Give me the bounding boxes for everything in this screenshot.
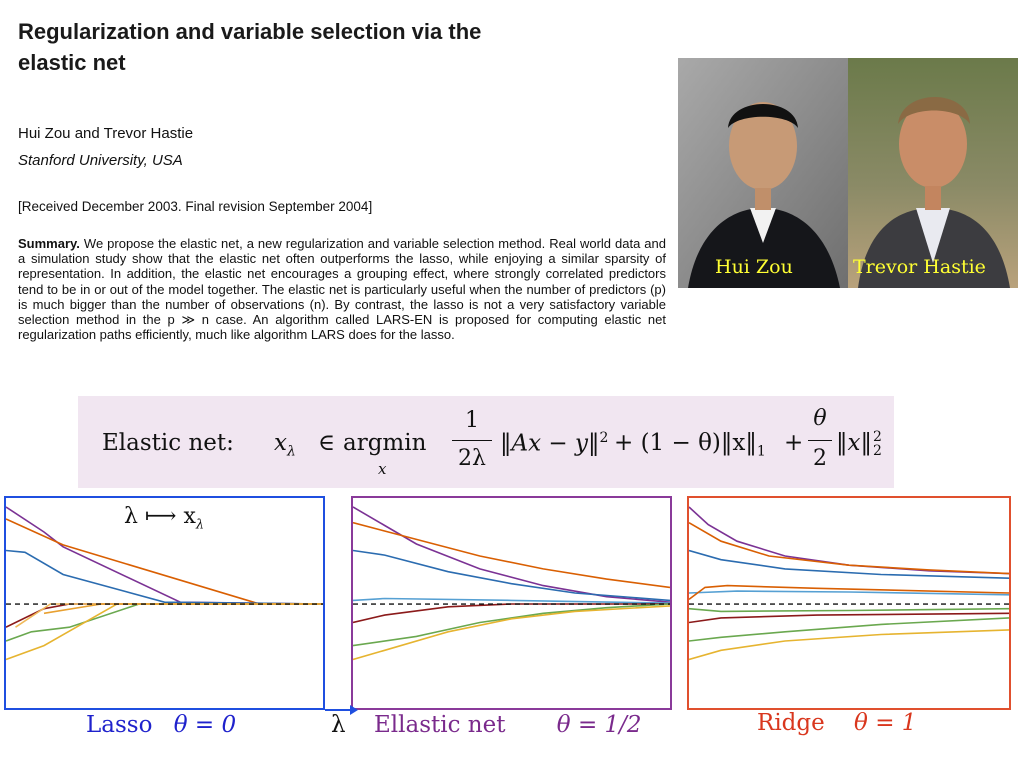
- path-series-2: [352, 549, 671, 602]
- equation-frac1-den: 2λ: [458, 446, 486, 471]
- path-series-0: [688, 506, 1010, 575]
- equation-term3-text: ‖x‖: [836, 430, 872, 456]
- summary-line: p ≫ n case. An algorithm called LARS-EN …: [18, 312, 666, 343]
- paper-affiliation: Stanford University, USA: [18, 152, 183, 169]
- summary-line: observations (n). By contrast, the lasso…: [18, 296, 666, 328]
- equation-lhs-var: x: [274, 430, 287, 456]
- path-series-3: [352, 597, 671, 604]
- equation-term3-sup: 2: [872, 429, 882, 445]
- path-series-2: [5, 549, 324, 605]
- lambda-axis-arrow: [325, 705, 358, 715]
- ridge-path-chart: [688, 506, 1010, 661]
- elastic-net-path-panel: [351, 496, 672, 710]
- equation-frac1-bar: [452, 440, 492, 441]
- author-photos: Hui Zou Trevor Hastie: [678, 58, 1018, 288]
- path-series-1: [352, 521, 671, 589]
- equation-term1-sup: 2: [599, 430, 609, 446]
- summary-line: net is particularly useful when the numb…: [18, 281, 666, 312]
- lasso-label: Lasso θ = 0: [86, 712, 236, 738]
- paper-summary: Summary. We propose the elastic net, a n…: [18, 236, 666, 342]
- path-series-6: [352, 605, 671, 661]
- equation-in: ∈: [318, 430, 336, 456]
- ridge-label-name: Ridge: [757, 710, 825, 736]
- ridge-label: Ridge θ = 1: [757, 710, 916, 736]
- path-series-5: [352, 603, 671, 647]
- equation-label: Elastic net:: [102, 430, 234, 456]
- equation-term3-sub: 2: [872, 443, 882, 459]
- summary-line: world data and a simulation study show t…: [18, 236, 667, 267]
- equation-term1: ‖Ax − y‖2: [500, 430, 608, 457]
- lasso-annotation-text: λ ⟼ x: [124, 504, 196, 529]
- elastic-net-label-name: Ellastic net: [374, 712, 506, 738]
- path-series-7: [43, 603, 323, 615]
- paper-title: Regularization and variable selection vi…: [18, 16, 618, 78]
- title-line-2: elastic net: [18, 50, 126, 75]
- elastic-net-label: Ellastic net θ = 1/2: [374, 712, 642, 738]
- path-series-6: [688, 612, 1010, 624]
- summary-line: enjoying a similar sparsity of represent…: [18, 251, 666, 282]
- lasso-path-panel: λ ⟼ xλ: [4, 496, 325, 710]
- path-series-5: [688, 607, 1010, 613]
- author-photos-illustration: [678, 58, 1018, 288]
- lasso-label-name: Lasso: [86, 712, 153, 738]
- equation-argmin: argmin: [343, 430, 427, 456]
- path-series-6: [15, 603, 323, 628]
- elastic-net-label-theta: θ = 1/2: [556, 712, 642, 738]
- path-series-2: [688, 549, 1010, 579]
- axis-lambda-label: λ: [331, 712, 346, 738]
- summary-line: We propose the elastic net, a new regula…: [83, 236, 576, 251]
- summary-line: effect, where strongly correlated predic…: [18, 266, 666, 297]
- equation-term3: ‖x‖ 2 2: [836, 430, 882, 458]
- ridge-label-theta: θ = 1: [854, 710, 917, 736]
- summary-line: paths efficiently, much like algorithm L…: [99, 327, 455, 343]
- equation-lhs: xλ: [274, 430, 296, 460]
- equation-lhs-sub: λ: [286, 443, 296, 460]
- path-series-7: [688, 617, 1010, 642]
- title-line-1: Regularization and variable selection vi…: [18, 19, 482, 44]
- lasso-label-theta: θ = 0: [173, 712, 237, 738]
- equation-frac2-bar: [808, 440, 832, 441]
- path-series-3: [5, 603, 323, 628]
- equation-plus: +: [784, 430, 804, 456]
- lasso-path-chart: [5, 506, 324, 661]
- path-series-4: [688, 584, 1010, 601]
- elastic-net-equation: Elastic net: xλ ∈ argmin x 1 2λ ‖Ax − y‖…: [78, 396, 894, 488]
- path-series-1: [688, 522, 1010, 575]
- equation-term1-text: ‖Ax − y‖: [500, 430, 600, 457]
- path-series-0: [352, 506, 671, 603]
- path-series-8: [688, 629, 1010, 661]
- path-series-4: [5, 603, 323, 642]
- ridge-path-panel: [687, 496, 1011, 710]
- equation-argmin-sub: x: [378, 460, 387, 478]
- lasso-annotation-sub: λ: [195, 517, 205, 533]
- path-series-3: [688, 590, 1010, 596]
- elastic-net-path-chart: [352, 506, 671, 661]
- equation-frac2-num: θ: [813, 406, 827, 431]
- paper-authors: Hui Zou and Trevor Hastie: [18, 125, 194, 142]
- equation-frac2-den: 2: [813, 446, 827, 471]
- lasso-path-annotation: λ ⟼ xλ: [124, 504, 204, 532]
- paper-received: [Received December 2003. Final revision …: [18, 199, 373, 214]
- summary-heading: Summary.: [18, 236, 80, 251]
- equation-term2-text: + (1 − θ)‖x‖: [614, 430, 757, 456]
- photo-caption-right: Trevor Hastie: [853, 256, 986, 278]
- equation-frac1-num: 1: [465, 408, 479, 433]
- equation-term2-sub: 1: [756, 443, 766, 460]
- equation-term2: + (1 − θ)‖x‖1: [614, 430, 766, 460]
- photo-caption-left: Hui Zou: [715, 256, 793, 278]
